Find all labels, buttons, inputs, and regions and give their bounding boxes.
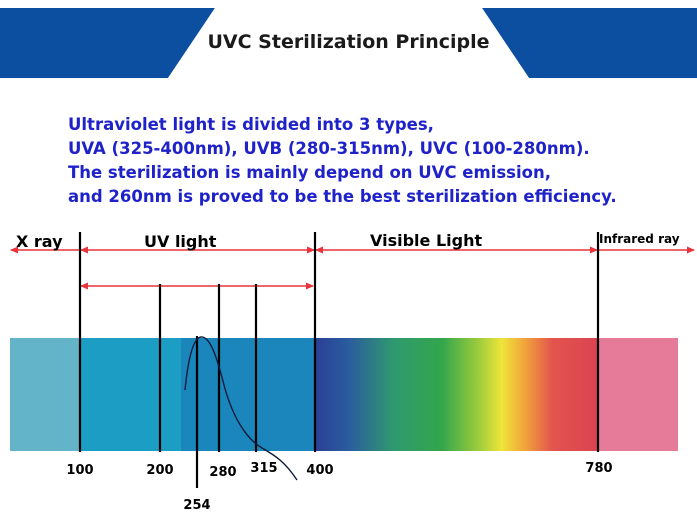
tick-label-280: 280 — [209, 465, 236, 480]
header-right-wing — [482, 8, 697, 78]
uvc-band — [181, 338, 315, 451]
tick-label-400: 400 — [306, 463, 333, 478]
visible-band — [315, 338, 598, 451]
xray-band — [10, 338, 80, 451]
uv-light-label: UV light — [144, 232, 217, 251]
tick-label-780: 780 — [585, 461, 612, 476]
tick-label-315: 315 — [250, 461, 277, 476]
intro-line-4: and 260nm is proved to be the best steri… — [68, 187, 617, 206]
tick-label-254: 254 — [183, 498, 210, 513]
header-title-tab — [168, 8, 529, 78]
intro-line-1: Ultraviolet light is divided into 3 type… — [68, 115, 434, 134]
tick-label-200: 200 — [146, 463, 173, 478]
uv-band — [80, 338, 181, 451]
visible-light-label: Visible Light — [370, 231, 482, 250]
page-title: UVC Sterilization Principle — [207, 31, 490, 53]
intro-text: Ultraviolet light is divided into 3 type… — [68, 113, 688, 209]
tick-label-100: 100 — [66, 463, 93, 478]
header-banner — [0, 0, 697, 80]
infrared-label: Infrared ray — [599, 232, 680, 246]
intro-line-3: The sterilization is mainly depend on UV… — [68, 163, 551, 182]
intro-line-2: UVA (325-400nm), UVB (280-315nm), UVC (1… — [68, 139, 590, 158]
infrared-band — [598, 338, 678, 451]
header-left-wing — [0, 8, 215, 78]
x-ray-label: X ray — [16, 232, 63, 251]
germicidal-curve — [184, 336, 298, 481]
